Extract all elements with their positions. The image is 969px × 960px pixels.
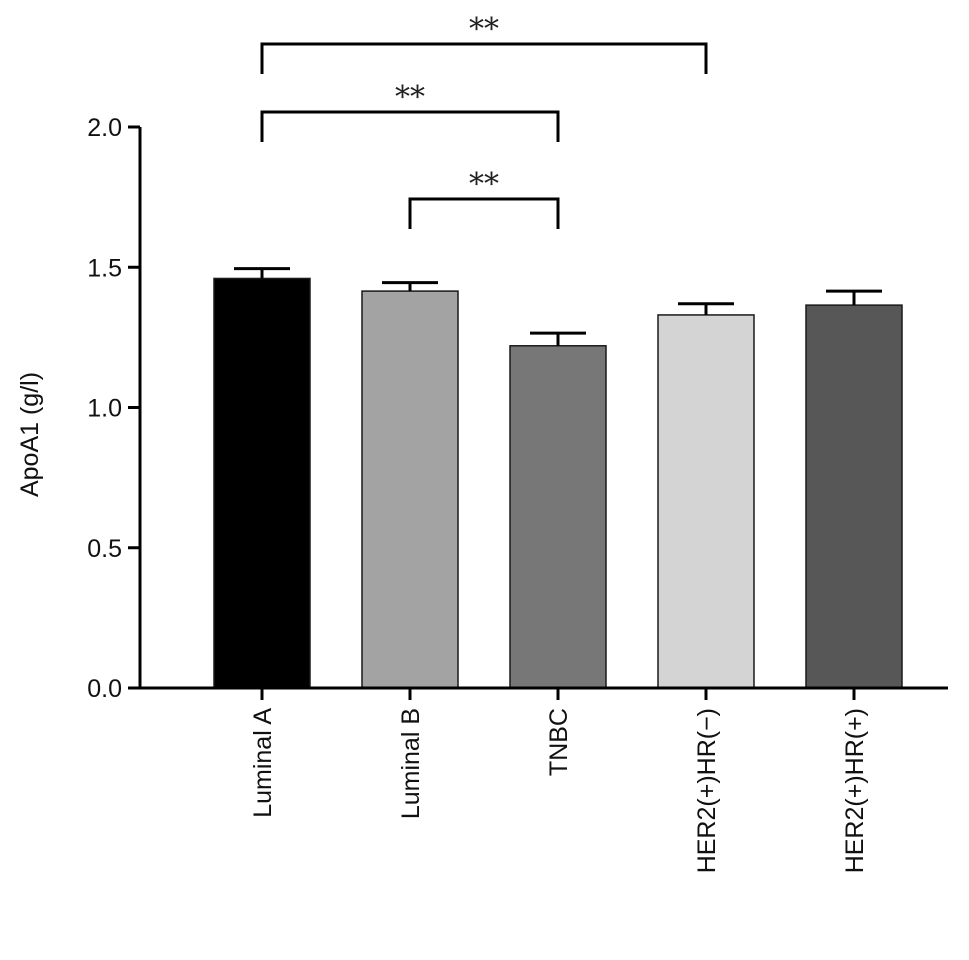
y-tick-label: 2.0 xyxy=(87,114,122,142)
y-tick-label: 1.0 xyxy=(87,395,122,423)
bar-2 xyxy=(509,345,607,689)
error-bar-2 xyxy=(530,331,586,346)
significance-bracket: ** xyxy=(408,167,560,229)
x-category-label: HER2(+)HR(+) xyxy=(841,708,869,873)
bar-3 xyxy=(657,314,755,689)
x-category-label: Luminal A xyxy=(249,708,277,818)
significance-bracket-line xyxy=(260,42,708,74)
significance-bracket: ** xyxy=(260,12,708,74)
significance-bracket-line xyxy=(260,110,560,142)
significance-label: ** xyxy=(469,167,499,202)
significance-bracket: ** xyxy=(260,80,560,142)
x-tick-labels-layer: Luminal A Luminal B TNBC HER2(+)HR(−) HER2(+… xyxy=(249,688,869,873)
error-bar-1 xyxy=(382,281,438,292)
significance-label: ** xyxy=(469,12,499,47)
significance-bracket-line xyxy=(408,197,560,229)
error-bars-layer xyxy=(234,267,882,346)
significance-layer: ** ** ** xyxy=(260,12,708,229)
bar-4 xyxy=(805,304,903,689)
y-ticks-layer: 0.0 0.5 1.0 1.5 2.0 xyxy=(87,114,140,703)
x-category-label: HER2(+)HR(−) xyxy=(693,708,721,873)
error-bar-3 xyxy=(678,302,734,315)
x-category-label: Luminal B xyxy=(397,708,425,819)
y-tick-label: 0.5 xyxy=(87,535,122,563)
error-bar-0 xyxy=(234,267,290,279)
x-category-label: TNBC xyxy=(545,708,573,776)
y-tick-label: 1.5 xyxy=(87,254,122,282)
y-tick-label: 0.0 xyxy=(87,675,122,703)
y-axis-title: ApoA1 (g/l) xyxy=(16,372,44,497)
bar-1 xyxy=(361,290,459,689)
significance-label: ** xyxy=(395,80,425,115)
error-bar-4 xyxy=(826,289,882,306)
bar-0 xyxy=(213,277,311,689)
